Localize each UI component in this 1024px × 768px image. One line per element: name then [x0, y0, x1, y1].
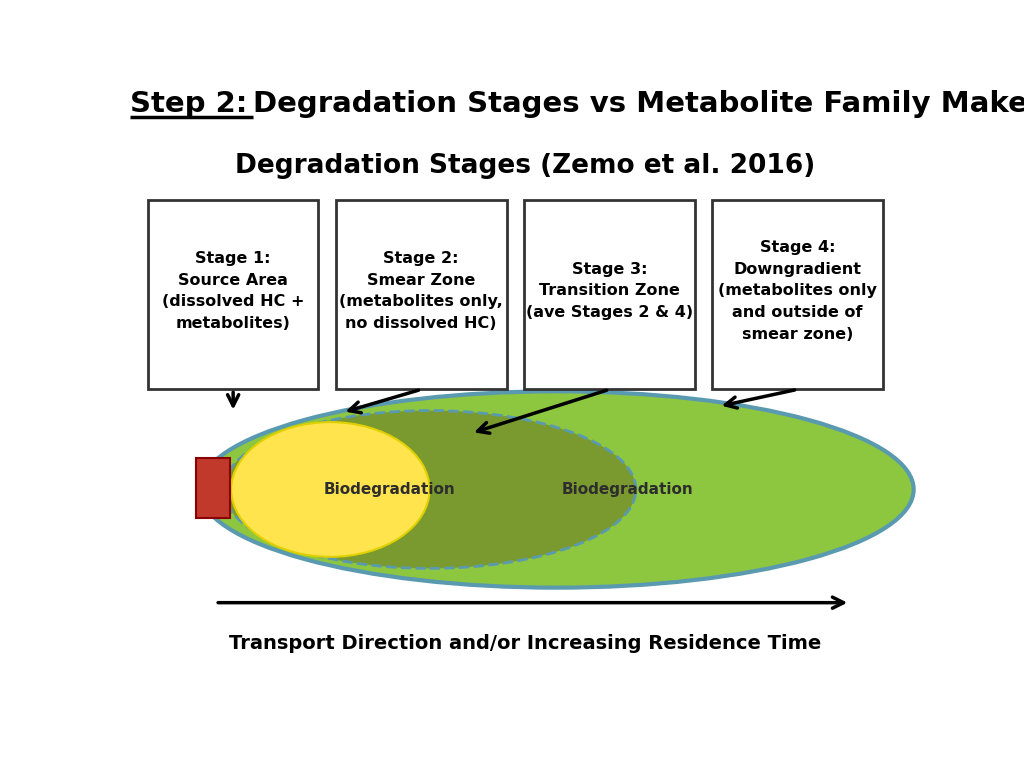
Text: Biodegradation: Biodegradation: [324, 482, 456, 497]
FancyBboxPatch shape: [524, 200, 694, 389]
Ellipse shape: [200, 392, 913, 588]
Text: Degradation Stages vs Metabolite Family Makeup: Degradation Stages vs Metabolite Family …: [253, 91, 1024, 118]
FancyBboxPatch shape: [147, 200, 318, 389]
Text: Biodegradation: Biodegradation: [562, 482, 694, 497]
Text: Stage 1:
Source Area
(dissolved HC +
metabolites): Stage 1: Source Area (dissolved HC + met…: [162, 251, 304, 331]
FancyBboxPatch shape: [712, 200, 883, 389]
Text: Stage 2:
Smear Zone
(metabolites only,
no dissolved HC): Stage 2: Smear Zone (metabolites only, n…: [339, 251, 503, 331]
Text: Stage 3:
Transition Zone
(ave Stages 2 & 4): Stage 3: Transition Zone (ave Stages 2 &…: [525, 262, 693, 320]
Ellipse shape: [231, 422, 430, 557]
Text: Stage 4:
Downgradient
(metabolites only
and outside of
smear zone): Stage 4: Downgradient (metabolites only …: [718, 240, 877, 342]
FancyBboxPatch shape: [336, 200, 507, 389]
Text: Step 2:: Step 2:: [130, 91, 257, 118]
Text: Transport Direction and/or Increasing Residence Time: Transport Direction and/or Increasing Re…: [228, 634, 821, 653]
FancyBboxPatch shape: [197, 458, 229, 518]
Text: Degradation Stages (Zemo et al. 2016): Degradation Stages (Zemo et al. 2016): [234, 153, 815, 179]
Ellipse shape: [223, 411, 636, 568]
